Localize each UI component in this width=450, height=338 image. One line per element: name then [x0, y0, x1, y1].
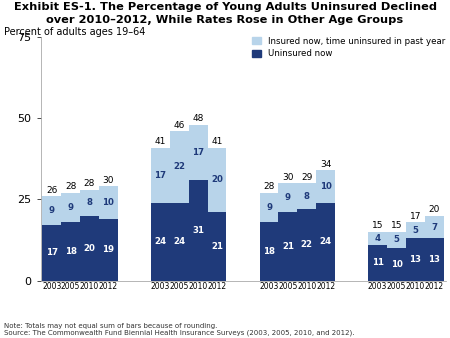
Bar — [260, 193, 279, 222]
Text: 17: 17 — [410, 212, 421, 220]
Text: 31: 31 — [192, 226, 204, 235]
Text: Percent of adults ages 19–64: Percent of adults ages 19–64 — [4, 27, 145, 37]
Text: 24: 24 — [173, 237, 185, 246]
Text: 10: 10 — [391, 260, 402, 269]
Text: 34: 34 — [320, 160, 331, 169]
Text: 8: 8 — [304, 192, 310, 201]
Text: 5: 5 — [412, 226, 418, 235]
Bar — [279, 183, 297, 212]
Bar — [425, 238, 444, 281]
Text: 28: 28 — [263, 182, 275, 191]
Text: 28: 28 — [84, 179, 95, 188]
Bar — [279, 212, 297, 281]
Text: 9: 9 — [49, 206, 55, 215]
Text: 20: 20 — [211, 175, 223, 185]
Text: 29: 29 — [301, 173, 312, 182]
Text: 30: 30 — [103, 176, 114, 185]
Text: 9: 9 — [68, 203, 74, 212]
Text: 10: 10 — [320, 182, 332, 191]
Text: 5: 5 — [394, 236, 400, 244]
Text: 22: 22 — [173, 163, 185, 171]
Bar — [387, 232, 406, 248]
Text: 46: 46 — [174, 121, 185, 130]
Text: 15: 15 — [372, 221, 383, 230]
Text: 10: 10 — [103, 198, 114, 207]
Text: 15: 15 — [391, 221, 402, 230]
Bar — [61, 222, 80, 281]
Text: 24: 24 — [154, 237, 166, 246]
Bar — [297, 209, 316, 281]
Text: 9: 9 — [266, 203, 272, 212]
Bar — [80, 190, 99, 216]
Bar — [189, 180, 207, 281]
Bar — [207, 212, 226, 281]
Bar — [207, 147, 226, 212]
Bar — [189, 125, 207, 180]
Legend: Insured now, time uninsured in past year, Uninsured now: Insured now, time uninsured in past year… — [252, 37, 445, 58]
Bar — [316, 203, 335, 281]
Bar — [42, 225, 61, 281]
Bar — [170, 203, 189, 281]
Bar — [368, 245, 387, 281]
Text: 13: 13 — [428, 255, 440, 264]
Bar — [151, 203, 170, 281]
Text: 20: 20 — [428, 205, 440, 214]
Bar — [170, 131, 189, 203]
Bar — [406, 222, 425, 238]
Text: 48: 48 — [193, 114, 204, 123]
Text: 19: 19 — [102, 245, 114, 254]
Bar — [387, 248, 406, 281]
Text: 22: 22 — [301, 240, 313, 249]
Text: 11: 11 — [372, 258, 384, 267]
Text: Exhibit ES-1. The Percentage of Young Adults Uninsured Declined: Exhibit ES-1. The Percentage of Young Ad… — [14, 2, 436, 12]
Bar — [42, 196, 61, 225]
Bar — [316, 170, 335, 203]
Text: 24: 24 — [320, 237, 332, 246]
Bar — [80, 216, 99, 281]
Text: 7: 7 — [431, 222, 437, 232]
Text: 17: 17 — [154, 171, 166, 179]
Bar — [61, 193, 80, 222]
Bar — [368, 232, 387, 245]
Text: 41: 41 — [155, 137, 166, 146]
Bar — [297, 183, 316, 209]
Text: 21: 21 — [282, 242, 294, 251]
Text: 13: 13 — [410, 255, 421, 264]
Text: 8: 8 — [86, 198, 93, 207]
Text: 17: 17 — [46, 248, 58, 258]
Bar — [151, 147, 170, 203]
Bar — [99, 219, 118, 281]
Text: 18: 18 — [263, 247, 275, 256]
Text: 26: 26 — [46, 186, 58, 195]
Text: 21: 21 — [211, 242, 223, 251]
Bar — [260, 222, 279, 281]
Text: 30: 30 — [282, 173, 294, 182]
Text: 28: 28 — [65, 182, 76, 191]
Bar — [425, 216, 444, 238]
Bar — [99, 187, 118, 219]
Bar — [406, 238, 425, 281]
Text: 17: 17 — [192, 148, 204, 157]
Text: 18: 18 — [65, 247, 76, 256]
Text: 20: 20 — [84, 244, 95, 252]
Text: Note: Totals may not equal sum of bars because of rounding.
Source: The Commonwe: Note: Totals may not equal sum of bars b… — [4, 323, 355, 336]
Text: over 2010–2012, While Rates Rose in Other Age Groups: over 2010–2012, While Rates Rose in Othe… — [46, 15, 404, 25]
Text: 9: 9 — [285, 193, 291, 202]
Text: 4: 4 — [374, 234, 381, 243]
Text: 41: 41 — [211, 137, 223, 146]
